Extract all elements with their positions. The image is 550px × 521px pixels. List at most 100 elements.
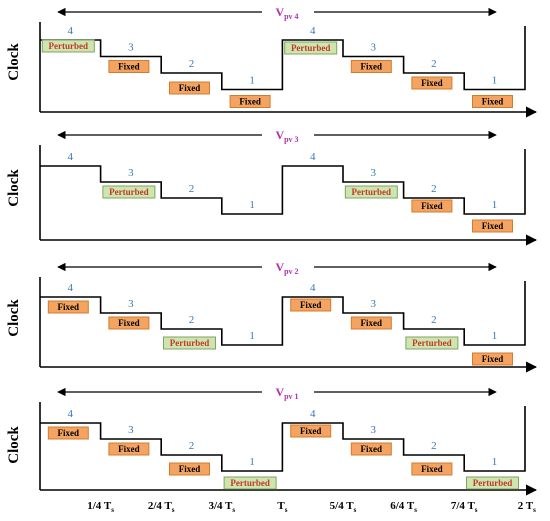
- perturbed-box: [102, 185, 156, 199]
- time-tick-label: 3/4 Ts: [208, 500, 235, 514]
- fixed-label: Fixed: [239, 97, 261, 107]
- perturbed-box: [466, 476, 519, 490]
- fixed-label: Fixed: [421, 78, 443, 88]
- vpv-label-bg: [262, 4, 314, 18]
- vpv-label: Vpv 3: [275, 128, 298, 144]
- vpv-label: Vpv 4: [275, 5, 298, 21]
- fixed-label: Fixed: [58, 428, 80, 438]
- fixed-label: Fixed: [118, 62, 140, 72]
- level-number: 3: [128, 42, 134, 54]
- vpv-label-bg: [262, 127, 314, 141]
- level-number: 2: [189, 314, 195, 326]
- vpv-label-bg: [262, 259, 314, 273]
- y-axis-label: Clock: [6, 426, 22, 464]
- panel-vpv1: Clock Vpv 1 4 Fixed 3 Fixed 2 Fixed 1 Perturbed 4 F…: [6, 384, 538, 496]
- fixed-box: [108, 442, 150, 456]
- fixed-box: [472, 219, 513, 233]
- level-number: 4: [310, 408, 316, 420]
- fixed-label: Fixed: [361, 444, 383, 454]
- fixed-label: Fixed: [361, 62, 383, 72]
- time-tick-label: Ts: [277, 500, 287, 514]
- perturbed-box: [41, 39, 95, 53]
- level-number: 4: [68, 282, 74, 294]
- y-axis-label: Clock: [6, 169, 22, 207]
- perturbed-box: [405, 336, 459, 350]
- level-number: 3: [128, 167, 134, 179]
- level-number: 3: [371, 167, 377, 179]
- fixed-box: [108, 60, 150, 73]
- level-number: 3: [371, 298, 377, 310]
- clock-waveform: [40, 26, 526, 91]
- level-number: 3: [128, 298, 134, 310]
- level-number: 3: [371, 424, 377, 436]
- fixed-label: Fixed: [118, 318, 140, 328]
- fixed-label: Fixed: [482, 221, 504, 231]
- time-tick-label: 2/4 Ts: [148, 500, 175, 514]
- level-number: 4: [310, 151, 316, 163]
- fixed-label: Fixed: [482, 354, 504, 364]
- time-tick-label: 7/4 Ts: [451, 500, 478, 514]
- fixed-box: [350, 60, 392, 73]
- level-number: 1: [249, 330, 255, 342]
- y-axis-label: Clock: [6, 43, 22, 81]
- level-number: 1: [249, 199, 255, 211]
- vpv-label-bg: [262, 384, 314, 398]
- level-number: 1: [492, 330, 498, 342]
- fixed-box: [108, 316, 150, 330]
- time-tick-label: 2 Ts: [518, 500, 536, 514]
- fixed-label: Fixed: [179, 83, 201, 93]
- level-number: 2: [431, 314, 437, 326]
- fixed-box: [47, 426, 89, 440]
- fixed-box: [350, 442, 392, 456]
- time-tick-label: 5/4 Ts: [330, 500, 357, 514]
- level-number: 2: [431, 58, 437, 70]
- level-number: 1: [492, 199, 498, 211]
- fixed-label: Fixed: [421, 201, 443, 211]
- level-number: 4: [68, 151, 74, 163]
- vpv-label: Vpv 1: [275, 385, 298, 401]
- fixed-label: Fixed: [300, 300, 322, 310]
- perturbed-label: Perturbed: [49, 41, 89, 51]
- fixed-label: Fixed: [118, 444, 140, 454]
- perturbed-box: [344, 185, 398, 199]
- fixed-box: [169, 462, 210, 476]
- panel-vpv2: Clock Vpv 2 4 Fixed 3 Fixed 2 Perturbed 1 4 Fixed 3…: [6, 259, 538, 373]
- level-number: 2: [431, 440, 437, 452]
- level-number: 2: [189, 183, 195, 195]
- fixed-box: [472, 95, 513, 108]
- fixed-box: [290, 424, 332, 438]
- time-tick-label: 1/4 Ts: [87, 500, 114, 514]
- panel-vpv3: Clock Vpv 3 4 3 Perturbed 2 1 4 3 Perturbed 2 Fixed…: [6, 127, 538, 246]
- fixed-label: Fixed: [482, 97, 504, 107]
- perturbed-box: [223, 476, 277, 490]
- fixed-box: [350, 316, 392, 330]
- level-number: 2: [431, 183, 437, 195]
- time-tick-label: 6/4 Ts: [390, 500, 417, 514]
- perturbed-label: Perturbed: [412, 338, 452, 348]
- panel-vpv4: Clock Vpv 4 4 Perturbed 3 Fixed 2 Fixed 1 Fixed 4 P…: [6, 4, 538, 118]
- level-number: 3: [128, 424, 134, 436]
- level-number: 4: [310, 25, 316, 37]
- perturbed-label: Perturbed: [352, 187, 392, 197]
- fixed-box: [472, 352, 513, 366]
- level-number: 2: [189, 440, 195, 452]
- perturbed-label: Perturbed: [230, 478, 270, 488]
- clock-waveform: [40, 149, 526, 215]
- fixed-label: Fixed: [58, 302, 80, 312]
- fixed-label: Fixed: [361, 318, 383, 328]
- level-number: 1: [492, 75, 498, 87]
- level-number: 1: [249, 456, 255, 468]
- fixed-label: Fixed: [179, 464, 201, 474]
- level-number: 2: [189, 58, 195, 70]
- level-number: 1: [249, 75, 255, 87]
- level-number: 4: [68, 408, 74, 420]
- level-number: 4: [68, 25, 74, 37]
- clock-waveform: [40, 406, 526, 472]
- fixed-label: Fixed: [300, 426, 322, 436]
- level-number: 1: [492, 456, 498, 468]
- fixed-box: [47, 300, 89, 314]
- fixed-box: [290, 298, 332, 312]
- perturbed-box: [163, 336, 216, 350]
- fixed-label: Fixed: [421, 464, 443, 474]
